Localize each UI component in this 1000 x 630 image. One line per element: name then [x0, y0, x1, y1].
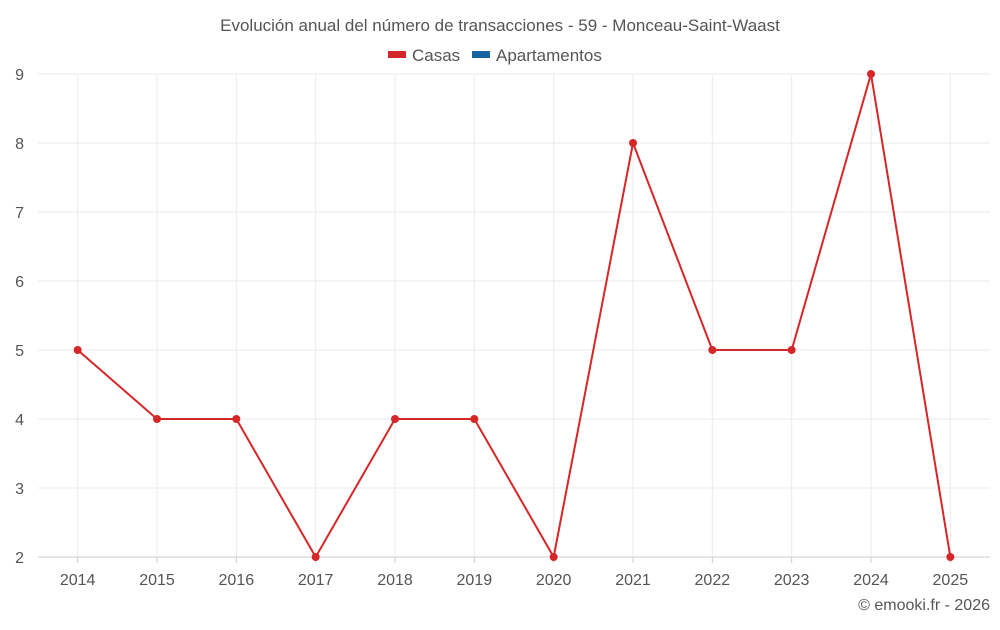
- y-tick-label: 6: [15, 274, 24, 291]
- legend-swatch-apartamentos: [472, 51, 490, 58]
- credit: © emooki.fr - 2026: [858, 597, 990, 614]
- data-point: [708, 346, 717, 354]
- y-tick-label: 9: [15, 67, 24, 84]
- x-tick-label: 2017: [298, 572, 334, 589]
- y-tick-label: 4: [15, 412, 24, 429]
- data-point: [549, 553, 558, 561]
- data-point: [73, 346, 82, 354]
- series-line-casas: [77, 73, 952, 560]
- data-point: [946, 553, 955, 561]
- data-point: [153, 415, 161, 423]
- x-tick-label: 2018: [377, 572, 413, 589]
- data-point: [470, 415, 479, 423]
- legend-swatch-casas: [388, 51, 406, 58]
- x-tick-label: 2023: [774, 572, 810, 589]
- x-tick-label: 2014: [60, 572, 96, 589]
- x-tick-label: 2016: [219, 572, 255, 589]
- x-tick-label: 2025: [933, 572, 969, 589]
- x-tick-label: 2019: [457, 572, 493, 589]
- data-point: [232, 415, 241, 423]
- data-point: [787, 346, 796, 354]
- data-point: [391, 415, 399, 423]
- y-tick-label: 5: [15, 343, 24, 360]
- chart-title: Evolución anual del número de transaccio…: [220, 16, 780, 35]
- y-tick-label: 2: [15, 550, 24, 567]
- y-tick-label: 8: [15, 136, 24, 153]
- x-tick-label: 2020: [536, 572, 572, 589]
- data-point: [867, 70, 875, 78]
- legend: Casas Apartamentos: [388, 46, 602, 65]
- data-point: [311, 553, 320, 561]
- y-tick-label: 7: [15, 205, 24, 222]
- data-point: [629, 139, 637, 147]
- x-tick-label: 2024: [853, 572, 889, 589]
- x-tick-label: 2022: [695, 572, 731, 589]
- x-tick-label: 2021: [615, 572, 651, 589]
- legend-label-casas[interactable]: Casas: [412, 46, 460, 65]
- legend-label-apartamentos[interactable]: Apartamentos: [496, 46, 602, 65]
- x-tick-label: 2015: [139, 572, 175, 589]
- y-tick-label: 3: [15, 481, 24, 498]
